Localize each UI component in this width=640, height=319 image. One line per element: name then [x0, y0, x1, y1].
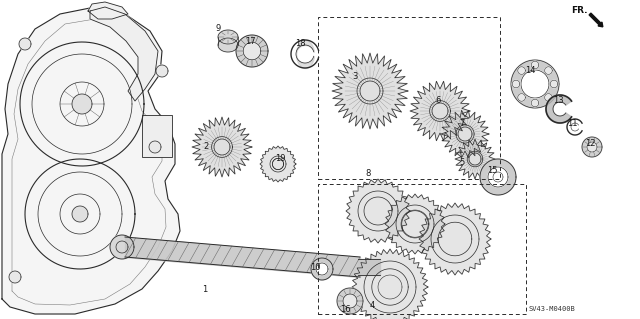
Text: 2: 2 — [204, 143, 209, 152]
Polygon shape — [546, 95, 572, 123]
Bar — [318, 17, 500, 179]
Polygon shape — [531, 61, 539, 69]
Polygon shape — [352, 249, 428, 319]
Polygon shape — [480, 159, 516, 195]
Polygon shape — [385, 194, 445, 254]
Text: 8: 8 — [365, 169, 371, 179]
Polygon shape — [218, 38, 238, 52]
Text: 13: 13 — [553, 97, 563, 106]
Polygon shape — [587, 142, 597, 152]
Polygon shape — [88, 2, 128, 19]
Polygon shape — [2, 7, 180, 314]
Bar — [318, 184, 526, 314]
Polygon shape — [346, 179, 410, 243]
Text: 5: 5 — [460, 159, 465, 167]
Text: 10: 10 — [310, 263, 320, 271]
Text: 15: 15 — [487, 167, 497, 175]
Text: 1: 1 — [202, 285, 207, 293]
Polygon shape — [243, 42, 261, 60]
Polygon shape — [337, 288, 363, 314]
Polygon shape — [149, 141, 161, 153]
Text: 14: 14 — [525, 66, 535, 76]
Polygon shape — [156, 65, 168, 77]
Text: 19: 19 — [275, 154, 285, 164]
Text: 11: 11 — [567, 120, 577, 129]
Polygon shape — [521, 70, 549, 98]
Polygon shape — [545, 67, 552, 74]
Text: 16: 16 — [340, 305, 350, 314]
Polygon shape — [419, 203, 491, 275]
Polygon shape — [518, 94, 525, 101]
Text: 9: 9 — [216, 25, 221, 33]
Polygon shape — [316, 263, 328, 275]
Polygon shape — [236, 35, 268, 67]
Polygon shape — [260, 146, 296, 182]
Polygon shape — [511, 60, 559, 108]
Polygon shape — [72, 206, 88, 222]
Polygon shape — [531, 99, 539, 107]
Polygon shape — [518, 67, 525, 74]
Text: 6: 6 — [435, 97, 441, 106]
Polygon shape — [332, 53, 408, 129]
Text: 17: 17 — [244, 36, 255, 46]
Polygon shape — [488, 167, 508, 187]
Polygon shape — [545, 94, 552, 101]
Text: 18: 18 — [294, 40, 305, 48]
Text: SV43-M0400B: SV43-M0400B — [529, 306, 575, 312]
Polygon shape — [410, 81, 470, 141]
Polygon shape — [550, 80, 558, 88]
Polygon shape — [311, 258, 333, 280]
Polygon shape — [9, 271, 21, 283]
FancyBboxPatch shape — [142, 115, 172, 157]
Polygon shape — [90, 7, 158, 101]
Text: FR.: FR. — [572, 6, 588, 16]
Text: 12: 12 — [585, 139, 595, 149]
Polygon shape — [19, 38, 31, 50]
Text: 4: 4 — [369, 300, 374, 309]
FancyArrow shape — [589, 13, 603, 27]
Polygon shape — [218, 30, 238, 44]
Polygon shape — [512, 80, 520, 88]
Text: 7: 7 — [460, 120, 465, 129]
Polygon shape — [72, 94, 92, 114]
Polygon shape — [455, 139, 495, 179]
Polygon shape — [582, 137, 602, 157]
Polygon shape — [110, 235, 134, 259]
Text: 3: 3 — [352, 72, 358, 81]
Polygon shape — [441, 110, 489, 158]
Polygon shape — [343, 294, 357, 308]
Polygon shape — [192, 117, 252, 177]
